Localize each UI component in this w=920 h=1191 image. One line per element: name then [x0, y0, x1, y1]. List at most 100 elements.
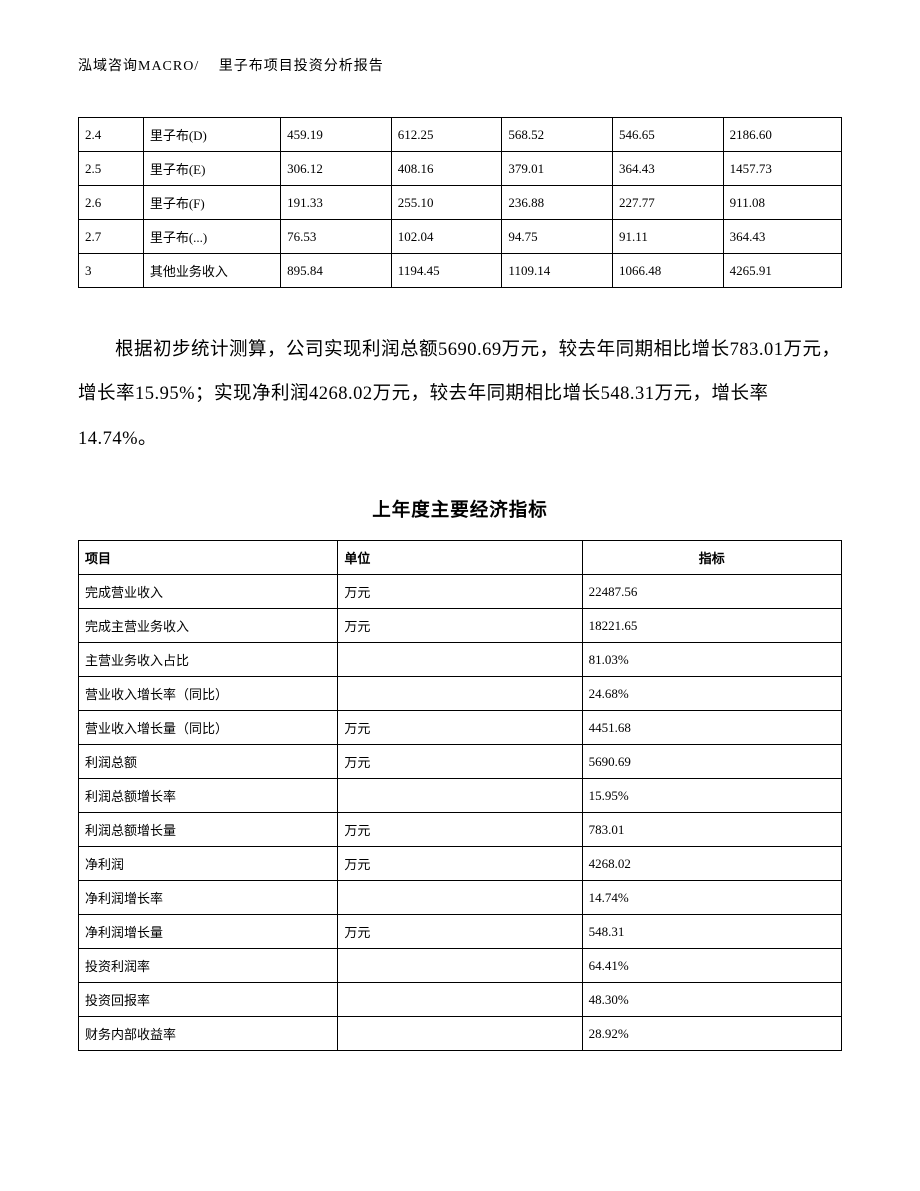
table-row: 净利润万元4268.02 [79, 847, 842, 881]
table-cell: 612.25 [391, 118, 502, 152]
table-cell: 里子布(E) [143, 152, 280, 186]
indicators-table-body: 完成营业收入万元22487.56完成主营业务收入万元18221.65主营业务收入… [79, 575, 842, 1051]
table-cell: 完成营业收入 [79, 575, 338, 609]
table-cell: 64.41% [582, 949, 841, 983]
table-cell: 利润总额增长量 [79, 813, 338, 847]
table-row: 完成营业收入万元22487.56 [79, 575, 842, 609]
table-row: 主营业务收入占比 81.03% [79, 643, 842, 677]
table-cell: 22487.56 [582, 575, 841, 609]
table-cell: 万元 [338, 711, 582, 745]
table-cell: 净利润 [79, 847, 338, 881]
table-cell: 2.6 [79, 186, 144, 220]
table-cell: 4451.68 [582, 711, 841, 745]
table-cell: 191.33 [281, 186, 392, 220]
indicators-header-unit: 单位 [338, 541, 582, 575]
table-cell: 548.31 [582, 915, 841, 949]
table-cell: 94.75 [502, 220, 613, 254]
table-cell: 其他业务收入 [143, 254, 280, 288]
table-cell [338, 1017, 582, 1051]
table-cell: 14.74% [582, 881, 841, 915]
table-cell: 净利润增长率 [79, 881, 338, 915]
table-cell: 102.04 [391, 220, 502, 254]
table-cell: 投资利润率 [79, 949, 338, 983]
table-cell: 81.03% [582, 643, 841, 677]
table-row: 2.7里子布(...)76.53102.0494.7591.11364.43 [79, 220, 842, 254]
table-cell: 1457.73 [723, 152, 841, 186]
table-cell: 91.11 [613, 220, 724, 254]
table-row: 净利润增长量万元548.31 [79, 915, 842, 949]
table-row: 投资利润率 64.41% [79, 949, 842, 983]
table-cell: 财务内部收益率 [79, 1017, 338, 1051]
table-cell: 546.65 [613, 118, 724, 152]
table-cell: 2.4 [79, 118, 144, 152]
table-cell: 28.92% [582, 1017, 841, 1051]
table-cell: 568.52 [502, 118, 613, 152]
table-cell: 255.10 [391, 186, 502, 220]
table-cell: 911.08 [723, 186, 841, 220]
table-row: 利润总额增长率15.95% [79, 779, 842, 813]
table-cell [338, 881, 582, 915]
indicators-table: 项目 单位 指标 完成营业收入万元22487.56完成主营业务收入万元18221… [78, 540, 842, 1051]
indicators-header-project: 项目 [79, 541, 338, 575]
table-row: 完成主营业务收入万元18221.65 [79, 609, 842, 643]
table-row: 投资回报率 48.30% [79, 983, 842, 1017]
table-cell: 万元 [338, 745, 582, 779]
table-cell: 783.01 [582, 813, 841, 847]
table-cell: 364.43 [613, 152, 724, 186]
table-row: 2.5里子布(E)306.12408.16379.01364.431457.73 [79, 152, 842, 186]
table-cell: 227.77 [613, 186, 724, 220]
table-row: 3其他业务收入895.841194.451109.141066.484265.9… [79, 254, 842, 288]
table-cell: 里子布(...) [143, 220, 280, 254]
table-cell: 895.84 [281, 254, 392, 288]
revenue-table: 2.4里子布(D)459.19612.25568.52546.652186.60… [78, 117, 842, 288]
indicators-header-value: 指标 [582, 541, 841, 575]
table-cell: 408.16 [391, 152, 502, 186]
table-row: 净利润增长率 14.74% [79, 881, 842, 915]
table-cell: 净利润增长量 [79, 915, 338, 949]
table-cell [338, 643, 582, 677]
table-cell: 万元 [338, 575, 582, 609]
table-cell: 4268.02 [582, 847, 841, 881]
table-cell: 1066.48 [613, 254, 724, 288]
table-cell: 1109.14 [502, 254, 613, 288]
table-cell: 18221.65 [582, 609, 841, 643]
table-row: 财务内部收益率 28.92% [79, 1017, 842, 1051]
table-cell: 1194.45 [391, 254, 502, 288]
table-cell: 万元 [338, 847, 582, 881]
table-cell: 投资回报率 [79, 983, 338, 1017]
table-cell: 5690.69 [582, 745, 841, 779]
table-cell: 24.68% [582, 677, 841, 711]
table-cell: 万元 [338, 609, 582, 643]
table-cell: 2.7 [79, 220, 144, 254]
page-header: 泓域咨询MACRO/ 里子布项目投资分析报告 [78, 55, 842, 75]
table-cell: 459.19 [281, 118, 392, 152]
table-row: 营业收入增长量（同比）万元4451.68 [79, 711, 842, 745]
table-cell: 76.53 [281, 220, 392, 254]
table-cell [338, 983, 582, 1017]
table-cell: 236.88 [502, 186, 613, 220]
table-cell: 2.5 [79, 152, 144, 186]
table-cell [338, 949, 582, 983]
table-cell: 364.43 [723, 220, 841, 254]
table-cell: 里子布(D) [143, 118, 280, 152]
table-cell: 主营业务收入占比 [79, 643, 338, 677]
indicators-header-row: 项目 单位 指标 [79, 541, 842, 575]
table-cell: 306.12 [281, 152, 392, 186]
table-cell: 里子布(F) [143, 186, 280, 220]
section-title: 上年度主要经济指标 [78, 496, 842, 522]
table-cell: 3 [79, 254, 144, 288]
header-text: 泓域咨询MACRO/ 里子布项目投资分析报告 [78, 59, 384, 74]
table-cell: 万元 [338, 915, 582, 949]
table-cell [338, 779, 582, 813]
table-row: 利润总额增长量万元783.01 [79, 813, 842, 847]
table-cell [338, 677, 582, 711]
table-row: 2.4里子布(D)459.19612.25568.52546.652186.60 [79, 118, 842, 152]
table-cell: 营业收入增长量（同比） [79, 711, 338, 745]
table-cell: 48.30% [582, 983, 841, 1017]
table-cell: 2186.60 [723, 118, 841, 152]
table-cell: 万元 [338, 813, 582, 847]
table-cell: 完成主营业务收入 [79, 609, 338, 643]
table-cell: 营业收入增长率（同比） [79, 677, 338, 711]
revenue-table-body: 2.4里子布(D)459.19612.25568.52546.652186.60… [79, 118, 842, 288]
table-cell: 379.01 [502, 152, 613, 186]
